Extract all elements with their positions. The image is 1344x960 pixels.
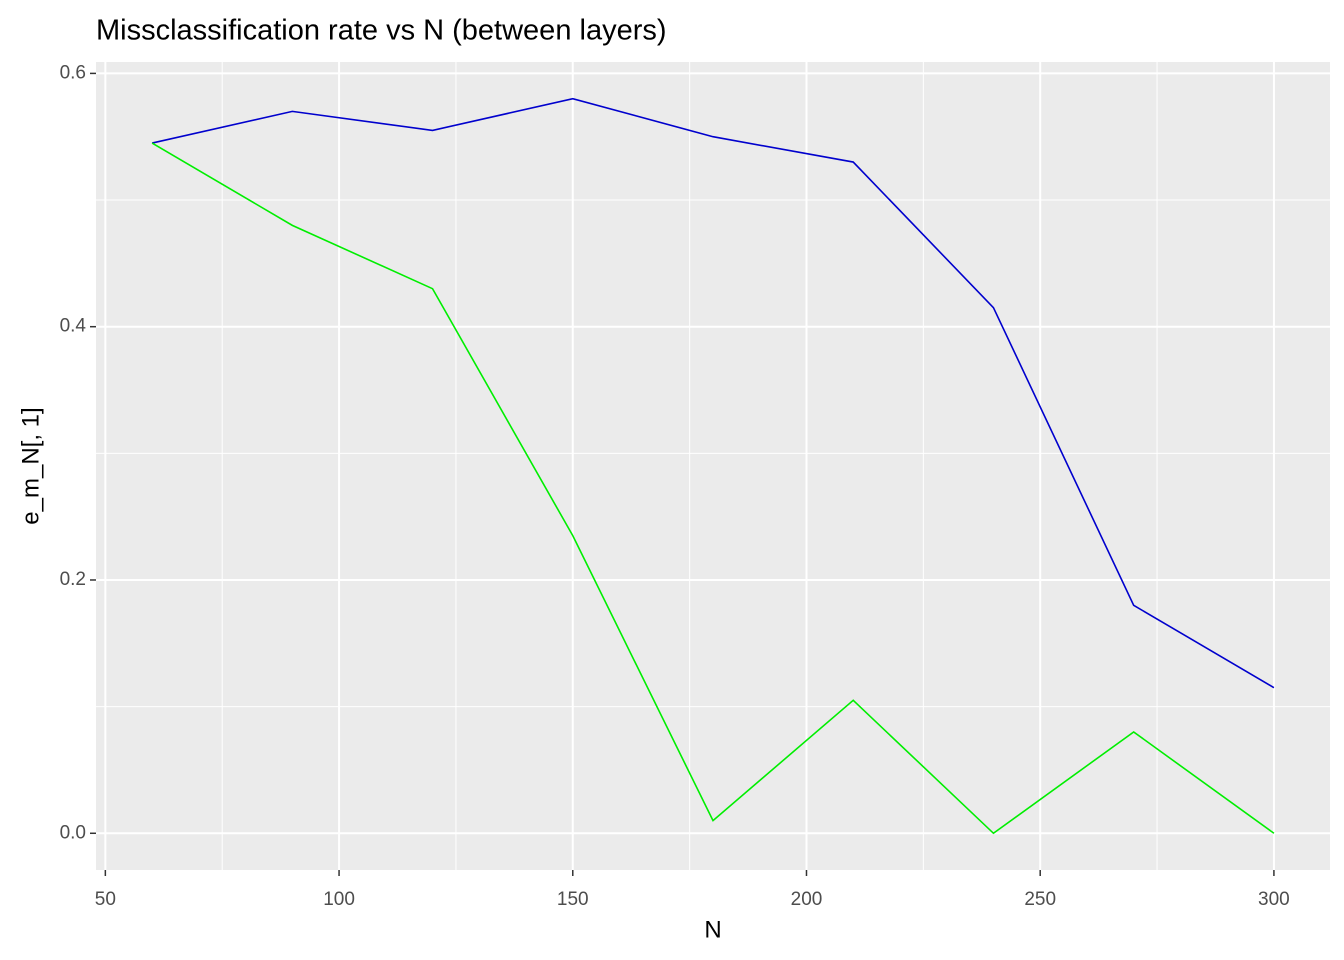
x-tick-label: 300	[1258, 889, 1290, 910]
y-tick-label: 0.0	[60, 822, 86, 843]
chart-title: Missclassification rate vs N (between la…	[96, 15, 667, 47]
x-tick-label: 200	[791, 889, 823, 910]
x-tick-label: 250	[1024, 889, 1056, 910]
y-tick-label: 0.6	[60, 62, 86, 83]
panel	[96, 62, 1330, 870]
x-tick-label: 100	[323, 889, 355, 910]
x-tick-label: 50	[95, 889, 116, 910]
grid	[96, 62, 1330, 870]
y-axis-label: e_m_N[, 1]	[17, 407, 44, 524]
y-tick-label: 0.4	[60, 316, 87, 337]
y-tick-label: 0.2	[60, 569, 86, 590]
series-line	[151, 97, 1275, 689]
x-tick-label: 150	[557, 889, 589, 910]
x-axis-label: N	[704, 916, 721, 943]
marks	[151, 97, 1275, 835]
series-line	[151, 142, 1275, 835]
